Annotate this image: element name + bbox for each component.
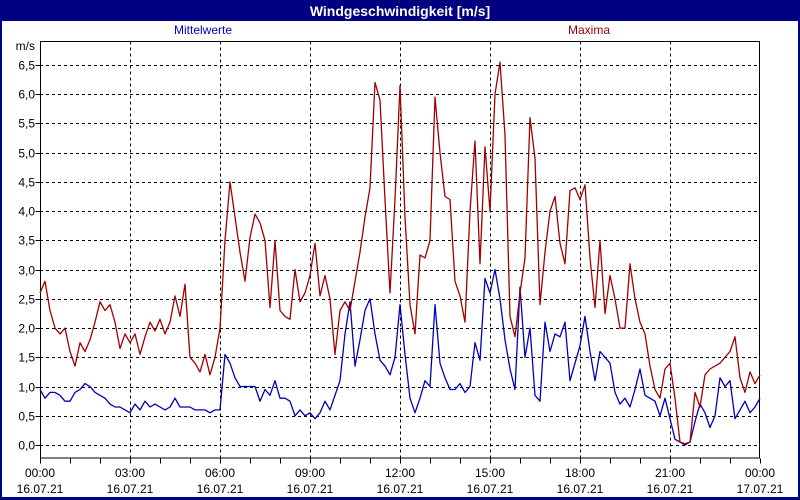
- series-line-maxima: [39, 61, 761, 445]
- legend-label-maxima: Maxima: [567, 23, 610, 37]
- y-tick-label: 6,0: [18, 88, 35, 102]
- x-tick-time-label: 03:00: [115, 466, 145, 480]
- x-tick-date-label: 16.07.21: [467, 482, 514, 496]
- title-bar: Windgeschwindigkeit [m/s]: [0, 0, 800, 21]
- x-tick-date-label: 16.07.21: [557, 482, 604, 496]
- x-tick-time-label: 18:00: [565, 466, 595, 480]
- y-tick-label: 0,0: [18, 439, 35, 453]
- x-tick-date-label: 17.07.21: [737, 482, 784, 496]
- y-tick-label: 2,0: [18, 322, 35, 336]
- series-line-mittelwerte: [39, 268, 761, 446]
- page-title: Windgeschwindigkeit [m/s]: [309, 2, 491, 19]
- x-tick-date-label: 16.07.21: [197, 482, 244, 496]
- x-tick-time-label: 15:00: [475, 466, 505, 480]
- x-tick-date-label: 16.07.21: [17, 482, 64, 496]
- x-tick-date-label: 16.07.21: [287, 482, 334, 496]
- y-tick-label: 5,0: [18, 147, 35, 161]
- y-tick-label: 0,5: [18, 410, 35, 424]
- x-tick-time-label: 06:00: [205, 466, 235, 480]
- x-tick-date-label: 16.07.21: [647, 482, 694, 496]
- x-tick-date-label: 16.07.21: [107, 482, 154, 496]
- x-tick-time-label: 00:00: [25, 466, 55, 480]
- y-tick-label: 1,5: [18, 351, 35, 365]
- x-tick-time-label: 09:00: [295, 466, 325, 480]
- x-tick-time-label: 21:00: [655, 466, 685, 480]
- x-tick-time-label: 00:00: [745, 466, 775, 480]
- y-tick-label: 3,5: [18, 234, 35, 248]
- x-tick-date-label: 16.07.21: [377, 482, 424, 496]
- y-tick-label: 2,5: [18, 293, 35, 307]
- x-tick-time-label: 12:00: [385, 466, 415, 480]
- y-axis-unit-label: m/s: [16, 39, 35, 53]
- y-tick-label: 3,0: [18, 264, 35, 278]
- plot-border: [40, 41, 760, 459]
- y-tick-label: 5,5: [18, 117, 35, 131]
- y-tick-label: 4,5: [18, 176, 35, 190]
- y-tick-label: 4,0: [18, 205, 35, 219]
- y-tick-label: 1,0: [18, 381, 35, 395]
- legend-label-mittelwerte: Mittelwerte: [173, 23, 232, 37]
- y-tick-label: 6,5: [18, 59, 35, 73]
